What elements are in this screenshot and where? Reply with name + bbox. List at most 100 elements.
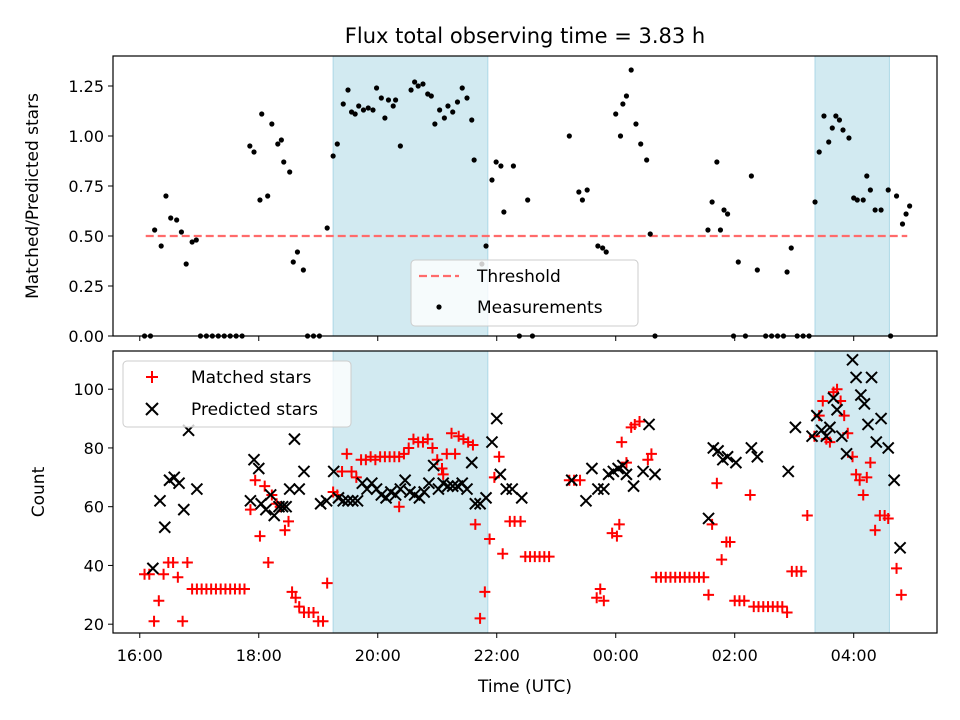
matched-star-point xyxy=(249,474,261,486)
predicted-star-point xyxy=(190,482,204,496)
predicted-star-point xyxy=(283,482,296,496)
measurement-point xyxy=(628,67,634,73)
predicted-star-point xyxy=(846,353,859,367)
measurement-point xyxy=(721,207,727,213)
predicted-star-point xyxy=(642,418,656,431)
measurement-point xyxy=(846,135,852,141)
matched-star-point xyxy=(467,439,479,451)
x-tick-label: 04:00 xyxy=(831,646,877,665)
measurement-point xyxy=(437,107,443,113)
predicted-star-point xyxy=(320,494,333,508)
measurement-point xyxy=(356,103,362,109)
measurement-point xyxy=(489,177,495,183)
legend-measurements-label: Measurements xyxy=(477,298,603,318)
predicted-star-point xyxy=(427,459,440,472)
measurement-point xyxy=(247,143,253,149)
top-axes-frame xyxy=(112,55,938,337)
measurement-point xyxy=(257,197,263,203)
predicted-star-point xyxy=(565,474,578,487)
measurement-point xyxy=(840,127,846,133)
measurement-point xyxy=(724,211,731,217)
measurement-point xyxy=(464,95,470,101)
predicted-star-point xyxy=(479,491,493,505)
predicted-star-point xyxy=(460,482,474,496)
measurement-point xyxy=(412,79,418,85)
measurement-point xyxy=(826,139,832,145)
legend-threshold-label: Threshold xyxy=(476,267,561,287)
matched-star-point xyxy=(290,592,302,604)
measurement-point xyxy=(705,227,711,233)
matched-star-point xyxy=(801,510,813,521)
matched-star-point xyxy=(738,595,750,607)
matched-star-point xyxy=(543,551,555,563)
predicted-star-point xyxy=(830,403,844,416)
bottom-y-axis-label: Count xyxy=(29,466,49,517)
measurement-point xyxy=(158,243,164,249)
predicted-star-point xyxy=(858,397,871,411)
predicted-star-point xyxy=(620,468,633,481)
measurement-point xyxy=(644,157,650,163)
measurement-point xyxy=(373,85,380,91)
matched-star-point xyxy=(283,515,295,527)
bottom-legend-box xyxy=(122,360,352,428)
measurement-point xyxy=(709,199,715,205)
matched-star-point xyxy=(850,468,862,480)
predicted-star-point xyxy=(446,479,459,493)
measurement-point xyxy=(717,227,724,233)
legend-matched-swatch xyxy=(146,371,158,383)
measurement-point xyxy=(183,261,189,267)
measurement-point xyxy=(415,83,421,89)
matched-star-point xyxy=(437,468,449,480)
measurement-point xyxy=(469,117,475,123)
matched-star-point xyxy=(781,606,793,618)
measurement-point xyxy=(193,237,199,243)
matched-star-point xyxy=(891,562,903,574)
predicted-star-point xyxy=(276,500,289,513)
top-plot-area xyxy=(141,67,913,339)
matched-star-point xyxy=(838,410,850,422)
predicted-star-point xyxy=(293,482,306,496)
measurement-point xyxy=(613,111,619,117)
measurement-point xyxy=(584,187,590,193)
measurement-point xyxy=(259,111,265,117)
bottom-y-tick-label: 60 xyxy=(84,498,104,517)
predicted-star-point xyxy=(810,409,824,422)
measurement-point xyxy=(471,157,477,163)
legend-matched-label: Matched stars xyxy=(191,368,311,388)
matched-star-point xyxy=(574,474,586,486)
matched-star-point xyxy=(613,518,625,530)
top-y-tick-label: 1.00 xyxy=(68,127,104,146)
predicted-star-point xyxy=(627,479,640,493)
measurement-point xyxy=(576,189,582,195)
bottom-plot-area xyxy=(139,353,907,627)
bottom-axes-frame xyxy=(112,350,938,634)
measurement-point xyxy=(390,103,396,109)
measurement-point xyxy=(595,243,601,249)
legend-predicted-label: Predicted stars xyxy=(191,400,318,420)
matched-star-point xyxy=(181,557,193,568)
measurement-point xyxy=(854,197,860,203)
matched-star-point xyxy=(350,471,362,483)
measurement-point xyxy=(459,85,465,91)
matched-star-point xyxy=(469,518,481,530)
predicted-star-point xyxy=(172,476,186,490)
matched-star-point xyxy=(484,533,496,545)
predicted-star-point xyxy=(789,421,802,434)
bottom-x-ticks: 16:00 18:00 20:00 22:00 00:00 02:00 04:00 xyxy=(117,633,877,665)
matched-star-point xyxy=(861,471,873,483)
predicted-star-point xyxy=(469,497,482,510)
predicted-star-point xyxy=(597,482,611,496)
matched-star-point xyxy=(698,571,710,583)
measurement-point xyxy=(428,93,434,99)
top-shaded-regions xyxy=(332,55,890,337)
measurement-point xyxy=(178,229,185,235)
matched-star-point xyxy=(474,612,486,624)
measurement-point xyxy=(878,207,884,213)
measurement-point xyxy=(899,221,906,227)
top-legend-box xyxy=(410,259,639,327)
measurement-point xyxy=(907,203,913,209)
measurement-point xyxy=(281,159,287,165)
measurement-point xyxy=(821,113,827,119)
matched-star-point xyxy=(895,589,907,601)
